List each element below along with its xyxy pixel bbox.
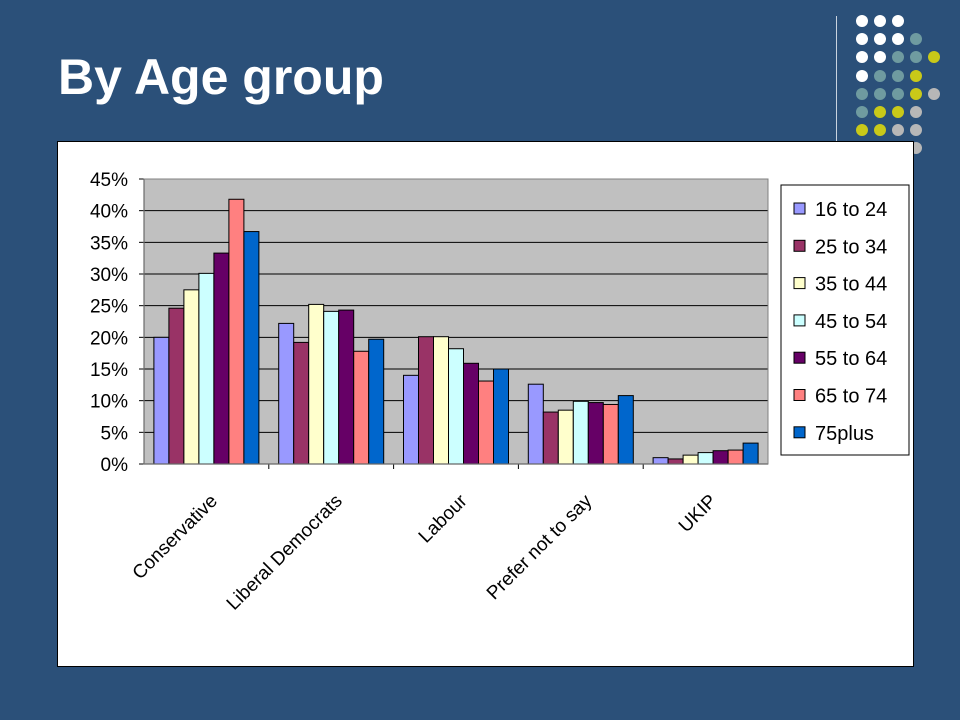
decorative-dot — [892, 124, 904, 137]
bar — [742, 442, 759, 465]
y-tick-label: 45% — [90, 170, 128, 191]
y-tick-label: 20% — [90, 328, 128, 349]
decorative-dot — [910, 124, 922, 137]
chart-panel: 0% 5% 10% 15% 20% 25% 30% 35% 40% 45% Conservative… — [57, 141, 914, 667]
decorative-dot — [910, 69, 922, 82]
bar — [682, 454, 699, 465]
bar — [403, 374, 419, 465]
bar — [243, 231, 260, 465]
bar — [293, 341, 310, 465]
bar — [433, 336, 449, 465]
bar — [493, 368, 509, 465]
decorative-dot — [874, 15, 886, 27]
x-category-label: Prefer not to say — [483, 490, 597, 604]
decorative-dot — [874, 124, 886, 137]
decorative-dot — [856, 51, 868, 64]
decorative-dot — [910, 106, 922, 118]
y-tick-label: 30% — [90, 265, 128, 286]
bar — [478, 380, 494, 465]
legend-label: 16 to 24 — [815, 199, 887, 221]
bar — [557, 409, 574, 465]
x-category-label: Liberal Democrats — [223, 491, 347, 615]
decorative-dot — [874, 51, 886, 64]
bar-chart: 0% 5% 10% 15% 20% 25% 30% 35% 40% 45% Conservative… — [90, 170, 910, 615]
bar — [712, 450, 729, 465]
decorative-dot — [892, 69, 904, 82]
decorative-dot — [910, 51, 922, 64]
y-tick-label: 35% — [90, 233, 128, 254]
x-category-label: UKIP — [675, 491, 721, 537]
y-tick-label: 0% — [101, 455, 129, 476]
decorative-dot — [856, 69, 868, 82]
bar — [727, 449, 744, 465]
bar — [587, 402, 604, 465]
bar — [168, 307, 185, 465]
bar — [353, 350, 370, 465]
bar — [602, 403, 619, 465]
decorative-dot — [856, 33, 868, 46]
legend-swatch — [793, 202, 806, 215]
bar — [213, 252, 230, 465]
x-category-label: Conservative — [129, 491, 222, 584]
bar — [448, 348, 464, 465]
y-tick-label: 15% — [90, 360, 128, 381]
decorative-dot — [856, 124, 868, 137]
bar — [278, 322, 295, 465]
decorative-dot — [856, 106, 868, 118]
legend-swatch — [793, 426, 806, 439]
bar — [617, 395, 634, 465]
y-tick-label: 5% — [101, 423, 129, 444]
legend-label: 45 to 54 — [815, 311, 887, 333]
legend-label: 35 to 44 — [815, 274, 887, 296]
bar — [527, 383, 544, 465]
decorative-dot — [856, 15, 868, 27]
bar — [183, 289, 200, 465]
legend-swatch — [793, 277, 806, 290]
decorative-dot — [874, 106, 886, 118]
legend-label: 55 to 64 — [815, 348, 887, 370]
bar — [542, 411, 559, 465]
decorative-dot — [892, 51, 904, 64]
bar — [338, 309, 355, 465]
legend-swatch — [793, 351, 806, 364]
bar — [572, 400, 589, 465]
legend-label: 75plus — [815, 423, 874, 445]
bar — [463, 362, 479, 465]
decorative-dot — [874, 69, 886, 82]
legend-label: 25 to 34 — [815, 236, 887, 258]
bar — [153, 336, 170, 465]
bar — [323, 310, 340, 465]
y-tick-label: 10% — [90, 392, 128, 413]
bar — [667, 458, 684, 465]
legend-swatch — [793, 239, 806, 252]
bar — [308, 303, 325, 465]
decorative-dot — [892, 87, 904, 100]
decorative-dot — [892, 106, 904, 118]
legend-swatch — [793, 314, 806, 327]
decorative-dot — [874, 33, 886, 46]
decorative-dot — [892, 33, 904, 46]
x-category-label: Labour — [415, 490, 472, 547]
bar — [228, 198, 245, 465]
bar — [368, 338, 385, 465]
legend-label: 65 to 74 — [815, 386, 887, 408]
decorative-dot — [874, 87, 886, 100]
decorative-dot — [856, 87, 868, 100]
slide-title: By Age group — [58, 49, 384, 105]
decorative-divider-line — [836, 16, 837, 144]
bar — [198, 272, 215, 465]
bar — [418, 336, 434, 465]
decorative-dot — [928, 87, 940, 100]
decorative-dot — [928, 51, 940, 64]
legend-swatch — [793, 389, 806, 401]
decorative-dot — [910, 87, 922, 100]
plot-border — [143, 178, 769, 465]
bar — [697, 452, 714, 465]
y-tick-label: 40% — [90, 202, 128, 223]
decorative-dot — [892, 15, 904, 27]
y-tick-label: 25% — [90, 297, 128, 318]
bar — [652, 457, 669, 465]
decorative-dot — [910, 33, 922, 46]
